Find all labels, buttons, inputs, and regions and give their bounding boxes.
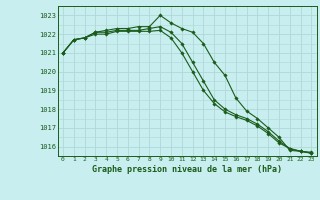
X-axis label: Graphe pression niveau de la mer (hPa): Graphe pression niveau de la mer (hPa) <box>92 165 282 174</box>
